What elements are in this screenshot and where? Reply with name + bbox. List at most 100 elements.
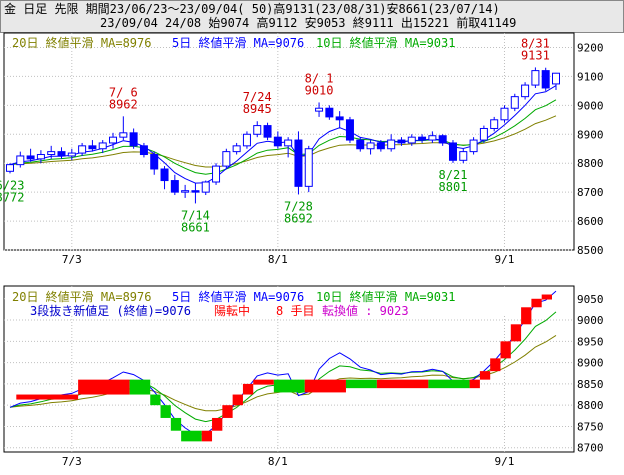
kagi-x-tick: 7/3: [62, 455, 82, 468]
candle-body: [541, 70, 550, 89]
kagi-info-tenkan: 転換値 : 9023: [322, 303, 409, 318]
candle-body: [170, 180, 179, 193]
annotation-low-date: 8/21: [439, 168, 468, 182]
candle-body: [47, 151, 56, 156]
candle-ma10-line: [9, 99, 557, 175]
candle-y-tick: 9100: [577, 70, 604, 83]
candle-body: [315, 107, 324, 112]
candle-body: [284, 139, 293, 147]
kagi-up-box: [500, 341, 511, 359]
candle-body: [418, 136, 427, 141]
kagi-up-box: [253, 379, 274, 385]
kagi-legend-bg: [5, 287, 573, 315]
candle-body: [139, 145, 148, 156]
annotation-low-value: 8772: [0, 190, 24, 204]
kagi-up-box: [521, 307, 532, 325]
kagi-x-tick: 9/1: [495, 455, 515, 468]
candle-body: [67, 152, 76, 157]
candle-body: [253, 125, 262, 135]
annotation-high-value: 9131: [521, 48, 550, 62]
kagi-info-count: 8 手目: [276, 304, 314, 318]
candle-body: [16, 155, 25, 166]
candle-body: [490, 119, 499, 129]
candle-y-tick: 8700: [577, 186, 604, 199]
candle-body: [521, 84, 530, 98]
kagi-up-box: [304, 379, 346, 393]
annotation-high-date: 8/31: [521, 36, 550, 50]
kagi-y-tick: 8850: [577, 378, 604, 391]
candle-legend-ma20: 20日 終値平滑 MA=8976: [12, 35, 151, 50]
kagi-down-box: [160, 405, 171, 418]
candle-body: [222, 151, 231, 167]
candle-body: [428, 135, 437, 141]
candle-body: [273, 136, 282, 147]
candle-body: [98, 142, 107, 150]
kagi-down-box: [181, 430, 202, 442]
candle-body: [242, 133, 251, 147]
kagi-legend-ma20: 20日 終値平滑 MA=8976: [12, 289, 151, 304]
candle-body: [150, 154, 159, 170]
kagi-down-box: [428, 379, 470, 389]
candle-body: [376, 142, 385, 150]
kagi-x-tick: 8/1: [268, 455, 288, 468]
candle-body: [6, 164, 14, 172]
candle-y-tick: 8500: [577, 244, 604, 257]
candle-body: [129, 132, 138, 147]
candle-body: [552, 72, 560, 85]
kagi-y-tick: 8700: [577, 442, 604, 455]
annotation-high-date: 7/24: [243, 90, 272, 104]
candle-body: [335, 116, 344, 121]
candle-body: [78, 145, 87, 154]
annotation-low-value: 8801: [439, 180, 468, 194]
kagi-y-tick: 8950: [577, 335, 604, 348]
candle-body: [510, 96, 519, 109]
candle-body: [201, 181, 210, 193]
kagi-up-box: [510, 324, 522, 342]
annotation-low-date: 7/14: [181, 208, 210, 222]
candle-body: [109, 136, 118, 144]
candle-body: [397, 139, 406, 144]
annotation-high-value: 9010: [305, 83, 334, 97]
annotation-high-value: 8962: [109, 97, 138, 111]
candle-body: [438, 135, 447, 144]
candle-x-tick: 8/1: [268, 253, 288, 266]
kagi-up-box: [490, 358, 501, 372]
candle-body: [212, 165, 221, 183]
candle-body: [26, 155, 35, 160]
kagi-up-box: [212, 417, 223, 431]
candle-legend-ma10: 10日 終値平滑 MA=9031: [316, 35, 455, 50]
candle-y-tick: 8800: [577, 157, 604, 170]
kagi-up-box: [541, 294, 552, 300]
candle-body: [531, 70, 540, 86]
annotation-low-value: 8661: [181, 220, 210, 234]
kagi-up-box: [479, 371, 491, 380]
header-bar: [0, 0, 624, 33]
kagi-y-tick: 9050: [577, 293, 604, 306]
candle-body: [191, 190, 200, 193]
kagi-down-box: [170, 417, 182, 431]
candle-body: [160, 168, 169, 182]
kagi-up-box: [78, 379, 130, 395]
kagi-y-tick: 9000: [577, 314, 604, 327]
kagi-info-title: 3段抜き新値足 (終値)=9076: [30, 303, 191, 318]
candle-body: [345, 119, 354, 141]
candle-y-tick: 9200: [577, 41, 604, 54]
kagi-up-box: [222, 405, 233, 418]
candle-body: [181, 190, 190, 193]
candle-body: [469, 139, 478, 153]
candle-body: [459, 151, 468, 161]
candle-body: [263, 125, 272, 138]
kagi-info-status: 陽転中: [214, 303, 250, 318]
candle-body: [387, 139, 396, 150]
candle-body: [407, 136, 416, 144]
kagi-y-tick: 8750: [577, 420, 604, 433]
candle-x-tick: 7/3: [62, 253, 82, 266]
candle-body: [57, 151, 66, 157]
kagi-y-tick: 8800: [577, 399, 604, 412]
kagi-legend-ma5: 5日 終値平滑 MA=9076: [172, 289, 304, 304]
candle-body: [479, 127, 488, 141]
kagi-legend-ma10: 10日 終値平滑 MA=9031: [316, 289, 455, 304]
annotation-low-date: 7/28: [284, 199, 313, 213]
kagi-up-box: [16, 394, 79, 400]
candle-legend-ma5: 5日 終値平滑 MA=9076: [172, 35, 304, 50]
